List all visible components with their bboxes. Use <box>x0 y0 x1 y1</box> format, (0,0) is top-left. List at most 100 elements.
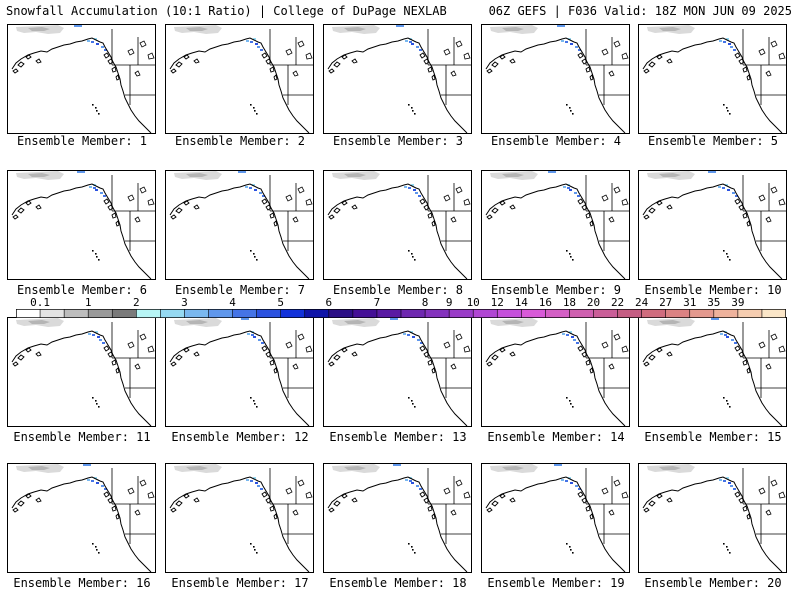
lake-outline <box>305 52 313 60</box>
island-outline <box>107 351 114 358</box>
island-outline <box>265 351 272 358</box>
lake-outline <box>770 333 778 341</box>
snowfall-light-shading <box>344 320 366 324</box>
island-outline <box>509 58 516 64</box>
snowfall-heavy-spot <box>731 339 734 341</box>
island-outline <box>656 200 663 206</box>
map-canvas <box>327 171 471 279</box>
ensemble-member-label: Ensemble Member: 17 <box>171 576 309 590</box>
island-outline <box>581 204 588 211</box>
snowfall-heavy-spot <box>708 171 716 173</box>
island-outline <box>341 200 348 206</box>
coastline <box>169 330 310 426</box>
lake-outline <box>443 487 451 495</box>
island-outline <box>17 354 25 361</box>
colorbar-tick-label: 24 <box>635 296 649 309</box>
island-outline <box>103 52 110 59</box>
island-outline <box>419 198 426 205</box>
lake-outline <box>601 194 609 202</box>
snowfall-heavy-spot <box>241 318 249 320</box>
island-outline <box>666 497 673 503</box>
snowfall-heavy-spot <box>393 464 401 466</box>
island-outline <box>499 347 506 353</box>
island-outline <box>265 497 272 504</box>
lake-outline <box>765 509 772 516</box>
ensemble-map-panel <box>638 317 787 427</box>
colorbar-outline <box>16 309 786 318</box>
lake-outline <box>450 363 457 370</box>
snowfall-heavy-spot <box>415 192 418 194</box>
ensemble-member-label: Ensemble Member: 15 <box>644 430 782 444</box>
map-canvas <box>642 464 786 572</box>
snowfall-heavy-spot <box>103 195 106 197</box>
snowfall-heavy-spot <box>250 41 253 43</box>
snowfall-heavy-spot <box>412 336 415 338</box>
hawaii-island <box>254 256 256 258</box>
map-canvas <box>11 171 155 279</box>
island-outline <box>648 207 656 214</box>
island-outline <box>328 68 335 74</box>
coastline <box>485 330 626 426</box>
hawaii-island <box>98 552 100 554</box>
hawaii-island <box>414 552 416 554</box>
island-outline <box>193 497 200 503</box>
hawaii-island <box>253 546 255 548</box>
snowfall-heavy-spot <box>561 40 564 42</box>
island-outline <box>261 198 268 205</box>
snowfall-heavy-spot <box>570 482 573 484</box>
colorbar-swatch <box>87 309 113 318</box>
island-outline <box>738 351 745 358</box>
hawaii-island <box>729 113 731 115</box>
colorbar-tick-label: 6 <box>325 296 333 309</box>
island-outline <box>577 345 584 352</box>
island-outline <box>103 198 110 205</box>
hawaii-island <box>572 113 574 115</box>
lake-outline <box>139 186 147 194</box>
snowfall-heavy-spot <box>577 195 580 197</box>
snowfall-light-shading <box>344 173 366 177</box>
snowfall-heavy-spot <box>723 480 726 482</box>
colorbar-swatch <box>280 309 306 318</box>
ensemble-map-panel <box>7 170 156 280</box>
snowfall-heavy-spot <box>94 477 97 479</box>
coastline <box>11 37 152 133</box>
lake-outline <box>770 479 778 487</box>
snowfall-heavy-spot <box>730 485 733 487</box>
island-outline <box>427 212 433 219</box>
lake-outline <box>450 509 457 516</box>
snowfall-heavy-spot <box>578 49 581 51</box>
island-outline <box>423 58 430 65</box>
island-outline <box>111 66 117 73</box>
snowfall-heavy-spot <box>726 477 729 479</box>
lake-outline <box>147 345 155 353</box>
snowfall-heavy-spot <box>554 464 562 466</box>
island-outline <box>175 61 183 68</box>
colorbar-swatch <box>689 309 715 318</box>
colorbar-swatch <box>376 309 402 318</box>
lake-outline <box>601 341 609 349</box>
colorbar-tick-label: 27 <box>659 296 673 309</box>
ensemble-map-panel <box>7 463 156 573</box>
hawaii-island <box>414 406 416 408</box>
snowfall-heavy-spot <box>260 488 263 490</box>
island-outline <box>17 61 25 68</box>
hawaii-island <box>408 250 410 252</box>
island-outline <box>175 354 183 361</box>
lake-outline <box>147 198 155 206</box>
island-outline <box>35 497 42 503</box>
colorbar-swatch <box>545 309 571 318</box>
snowfall-heavy-spot <box>104 49 107 51</box>
hawaii-island <box>566 104 568 106</box>
snowfall-heavy-spot <box>566 334 569 336</box>
island-outline <box>643 214 650 220</box>
snowfall-heavy-spot <box>101 46 104 48</box>
island-outline <box>734 198 741 205</box>
hawaii-island <box>253 107 255 109</box>
lake-outline <box>297 40 305 48</box>
hawaii-island <box>95 253 97 255</box>
snowfall-heavy-spot <box>405 479 408 481</box>
ensemble-map-panel <box>481 170 630 280</box>
island-outline <box>742 505 748 512</box>
island-outline <box>738 58 745 65</box>
coastline <box>485 183 626 279</box>
